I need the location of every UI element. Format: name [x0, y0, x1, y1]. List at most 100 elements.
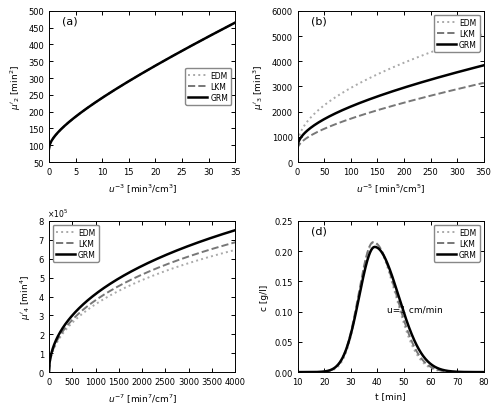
- LKM: [408, 99, 414, 104]
- EDM: [384, 265, 390, 270]
- Y-axis label: c [g/l]: c [g/l]: [260, 284, 269, 310]
- GRM: [46, 143, 52, 148]
- GRM: [406, 85, 411, 90]
- LKM: [406, 100, 411, 105]
- Y-axis label: $\mu'_4$ [min$^4$]: $\mu'_4$ [min$^4$]: [19, 274, 33, 319]
- LKM: [156, 62, 162, 67]
- EDM: [370, 241, 376, 246]
- GRM: [215, 30, 221, 35]
- GRM: [384, 261, 390, 266]
- EDM: [464, 38, 469, 43]
- LKM: [160, 60, 166, 65]
- EDM: [156, 271, 162, 276]
- Line: LKM: LKM: [298, 84, 484, 150]
- Text: (c): (c): [62, 226, 77, 236]
- Text: $\times 10^5$: $\times 10^5$: [47, 207, 68, 220]
- GRM: [160, 60, 166, 65]
- GRM: [46, 147, 52, 152]
- GRM: [203, 237, 209, 242]
- EDM: [215, 252, 221, 257]
- LKM: [480, 81, 486, 86]
- LKM: [215, 30, 221, 35]
- X-axis label: $u^{-5}$ [min$^5$/cm$^5$]: $u^{-5}$ [min$^5$/cm$^5$]: [356, 182, 425, 195]
- GRM: [452, 71, 458, 76]
- Text: (d): (d): [310, 226, 326, 236]
- GRM: [476, 370, 482, 375]
- GRM: [156, 62, 162, 67]
- EDM: [476, 370, 482, 375]
- LKM: [160, 263, 166, 268]
- EDM: [232, 248, 238, 253]
- Y-axis label: $\mu'_3$ [min$^3$]: $\mu'_3$ [min$^3$]: [252, 65, 266, 110]
- GRM: [372, 245, 378, 250]
- X-axis label: t [min]: t [min]: [376, 392, 406, 401]
- X-axis label: $u^{-3}$ [min$^3$/cm$^3$]: $u^{-3}$ [min$^3$/cm$^3$]: [108, 182, 176, 195]
- Line: GRM: GRM: [49, 230, 235, 372]
- X-axis label: $u^{-7}$ [min$^7$/cm$^7$]: $u^{-7}$ [min$^7$/cm$^7$]: [108, 392, 176, 405]
- EDM: [160, 270, 166, 275]
- EDM: [160, 60, 166, 65]
- Line: LKM: LKM: [298, 242, 484, 372]
- EDM: [384, 261, 390, 266]
- GRM: [157, 62, 163, 66]
- Line: GRM: GRM: [298, 247, 484, 372]
- GRM: [405, 85, 411, 90]
- LKM: [46, 143, 52, 148]
- GRM: [294, 370, 300, 375]
- LKM: [396, 300, 402, 305]
- EDM: [46, 370, 52, 375]
- EDM: [215, 30, 221, 35]
- Line: GRM: GRM: [298, 66, 484, 147]
- EDM: [203, 36, 209, 41]
- GRM: [232, 21, 238, 26]
- LKM: [452, 88, 458, 93]
- EDM: [408, 58, 414, 63]
- LKM: [157, 62, 163, 66]
- LKM: [294, 370, 300, 375]
- EDM: [452, 42, 458, 47]
- GRM: [384, 259, 390, 264]
- LKM: [46, 361, 52, 366]
- GRM: [396, 294, 402, 299]
- GRM: [160, 254, 166, 259]
- Text: u=1 cm/min: u=1 cm/min: [387, 304, 442, 313]
- GRM: [203, 36, 209, 41]
- EDM: [405, 59, 411, 64]
- EDM: [232, 21, 238, 26]
- GRM: [46, 360, 52, 365]
- LKM: [384, 263, 390, 268]
- EDM: [406, 59, 411, 64]
- LKM: [480, 370, 486, 375]
- LKM: [215, 245, 221, 250]
- LKM: [405, 100, 411, 105]
- EDM: [294, 370, 300, 375]
- LKM: [294, 147, 300, 152]
- Line: EDM: EDM: [298, 243, 484, 372]
- GRM: [232, 228, 238, 233]
- Line: GRM: GRM: [49, 24, 235, 149]
- Line: EDM: EDM: [298, 35, 484, 146]
- GRM: [480, 370, 486, 375]
- GRM: [464, 68, 469, 73]
- LKM: [157, 265, 163, 270]
- EDM: [46, 147, 52, 152]
- GRM: [408, 84, 414, 89]
- Line: LKM: LKM: [49, 24, 235, 149]
- EDM: [480, 370, 486, 375]
- LKM: [464, 85, 469, 90]
- EDM: [46, 361, 52, 366]
- LKM: [476, 370, 482, 375]
- GRM: [294, 145, 300, 150]
- GRM: [406, 324, 411, 329]
- GRM: [295, 141, 301, 146]
- LKM: [370, 240, 376, 245]
- GRM: [157, 256, 163, 261]
- Text: (a): (a): [62, 17, 78, 26]
- Legend: EDM, LKM, GRM: EDM, LKM, GRM: [53, 225, 99, 262]
- Line: EDM: EDM: [49, 24, 235, 149]
- GRM: [215, 234, 221, 239]
- Text: (b): (b): [310, 17, 326, 26]
- EDM: [295, 138, 301, 143]
- EDM: [480, 33, 486, 38]
- EDM: [406, 335, 411, 340]
